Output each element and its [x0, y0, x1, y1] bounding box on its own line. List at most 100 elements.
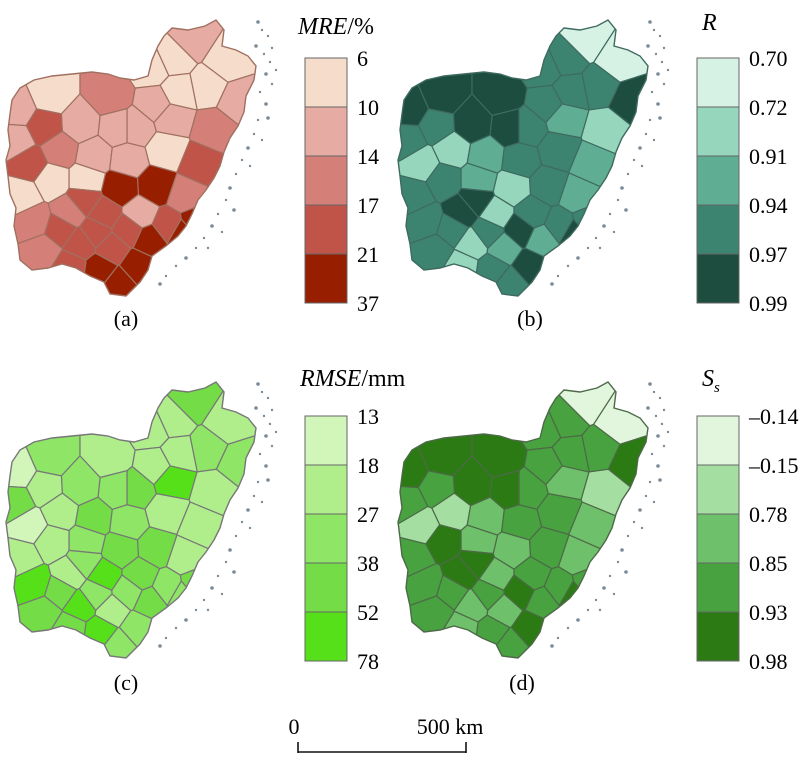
map-region — [503, 574, 535, 612]
island — [608, 212, 612, 216]
legend-swatch — [304, 253, 348, 304]
map-regions-c — [6, 382, 256, 658]
island — [232, 208, 236, 212]
legend-d: –0.14 –0.15 0.78 0.85 0.93 0.98 Ss — [696, 366, 799, 674]
island — [632, 520, 636, 524]
legend-title-c: RMSE/mm — [299, 366, 406, 392]
island — [260, 500, 264, 504]
island — [206, 608, 210, 612]
legend-tick-label: 17 — [357, 193, 379, 218]
island — [612, 230, 616, 234]
island — [620, 186, 624, 190]
legend-a: 6 10 14 17 21 37 MRE/% — [297, 14, 379, 316]
island — [656, 464, 660, 468]
legend-title-variable: S — [702, 366, 714, 392]
map-region — [111, 574, 143, 612]
legend-tick-label: –0.15 — [748, 453, 799, 478]
island — [256, 480, 260, 484]
island — [260, 138, 264, 142]
island — [174, 626, 178, 630]
island — [644, 132, 648, 136]
legend-swatch — [304, 562, 348, 613]
island — [240, 520, 244, 524]
legend-swatch — [304, 415, 348, 466]
island — [264, 72, 268, 76]
island — [654, 52, 658, 56]
map-regions-d — [398, 382, 648, 658]
legend-title-variable: R — [701, 10, 717, 36]
legend-tick-label: 21 — [357, 242, 379, 267]
island — [658, 116, 662, 120]
island — [262, 414, 266, 418]
island — [158, 644, 162, 648]
legend-swatch — [304, 106, 348, 157]
island — [566, 626, 570, 630]
island — [266, 34, 270, 38]
province-outline — [5, 381, 257, 659]
panel-label-a: (a) — [114, 306, 138, 331]
legend-title-variable: RMSE — [299, 366, 362, 392]
island — [624, 208, 628, 212]
island — [654, 414, 658, 418]
island — [270, 46, 274, 50]
legend-title-d: Ss — [702, 366, 720, 396]
legend-tick-label: 37 — [357, 291, 379, 316]
legend-swatch — [304, 155, 348, 206]
island — [616, 560, 620, 564]
island — [662, 408, 666, 412]
legend-tick-label: 14 — [357, 144, 379, 169]
map-region — [398, 20, 473, 115]
island — [254, 44, 258, 48]
island — [556, 636, 560, 640]
legend-tick-label: 52 — [357, 600, 379, 625]
island — [220, 230, 224, 234]
coastal-islands — [550, 20, 670, 286]
map-panel-d — [397, 381, 670, 659]
island — [220, 592, 224, 596]
map-region — [503, 212, 535, 250]
map-region — [398, 387, 430, 489]
legend-tick-label: 18 — [357, 453, 379, 478]
island — [234, 534, 238, 538]
map-region — [179, 194, 256, 296]
island — [206, 246, 210, 250]
island — [586, 246, 590, 250]
map-region — [65, 549, 104, 580]
province-outline — [397, 381, 649, 659]
island — [216, 212, 220, 216]
island — [248, 526, 252, 530]
island — [608, 574, 612, 578]
island — [626, 534, 630, 538]
map-region — [6, 20, 81, 115]
map-region — [457, 187, 496, 218]
island — [658, 396, 662, 400]
island — [194, 608, 198, 612]
island — [602, 224, 606, 228]
coastal-islands — [158, 382, 278, 648]
island — [652, 390, 656, 394]
island — [624, 570, 628, 574]
island — [270, 444, 274, 448]
legend-tick-label: 0.98 — [749, 649, 788, 674]
map-region — [65, 187, 104, 218]
legend-tick-label: 0.93 — [749, 600, 788, 625]
island — [248, 164, 252, 168]
island — [194, 246, 198, 250]
legend-tick-label: 78 — [357, 649, 379, 674]
island — [648, 118, 652, 122]
island — [262, 52, 266, 56]
island — [264, 464, 268, 468]
island — [234, 172, 238, 176]
island — [252, 494, 256, 498]
legend-tick-label: 0.70 — [749, 46, 788, 71]
island — [258, 90, 262, 94]
island — [638, 146, 642, 150]
legend-tick-label: 0.85 — [749, 551, 788, 576]
island — [256, 20, 260, 24]
island — [650, 452, 654, 456]
island — [260, 390, 264, 394]
island — [576, 618, 580, 622]
scale-bar-end-label: 500 km — [417, 714, 484, 739]
island — [550, 282, 554, 286]
